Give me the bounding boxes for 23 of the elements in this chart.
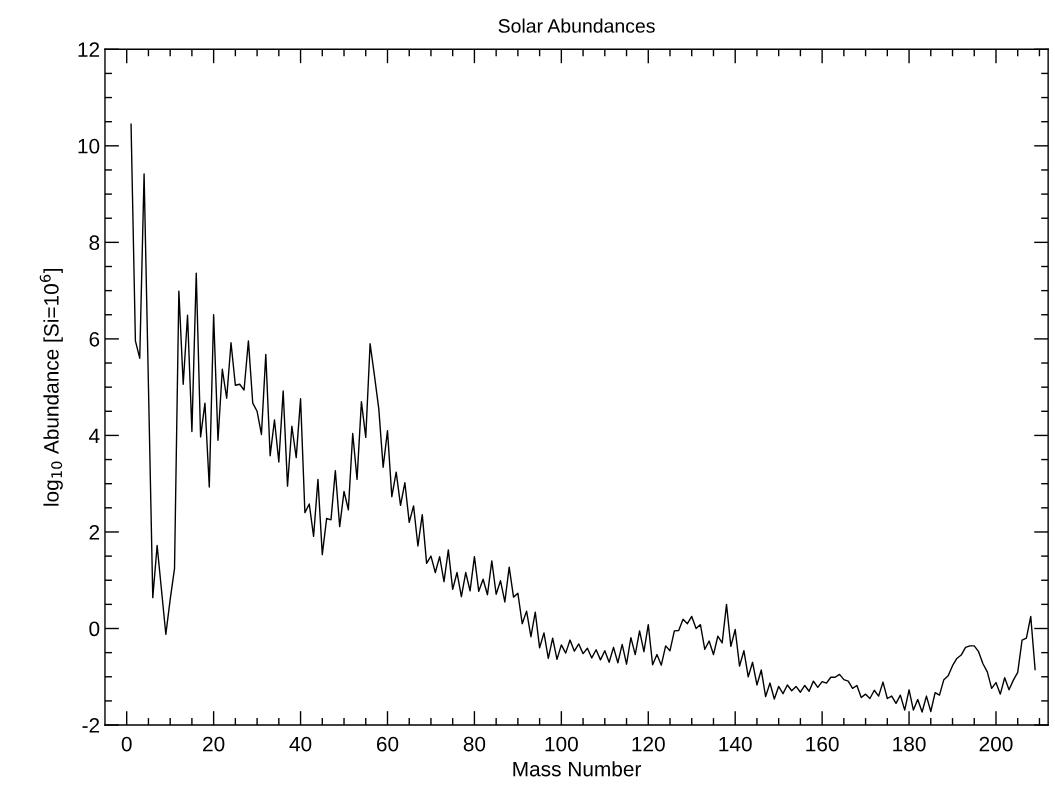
y-tick-label: 10 [78,138,100,154]
chart-title: Solar Abundances [498,18,655,33]
x-tick-label: 200 [979,736,1013,752]
y-tick-label: 8 [89,235,100,251]
y-tick-label: 2 [89,524,100,540]
y-tick-label: 0 [89,621,100,637]
x-tick-label: 20 [203,736,225,752]
x-tick-label: 140 [719,736,752,752]
line-series [130,123,1036,713]
y-tick-label: 4 [89,428,100,443]
y-tick-label: -2 [82,718,100,733]
x-axis-title: Mass Number [513,761,642,777]
y-tick-label: 12 [78,42,100,57]
x-tick-label: 0 [121,736,132,752]
x-tick-label: 80 [463,736,486,752]
y-axis-title: log$_{10}$ Abundance [Si=10$^{6}$] [39,268,63,506]
x-tick-label: 100 [545,736,578,752]
x-tick-label: 180 [893,736,926,752]
x-tick-label: 120 [632,736,665,752]
x-tick-label: 60 [376,736,399,752]
x-tick-label: 40 [289,736,312,752]
x-tick-label: 160 [806,736,839,752]
y-tick-label: 6 [89,331,100,347]
